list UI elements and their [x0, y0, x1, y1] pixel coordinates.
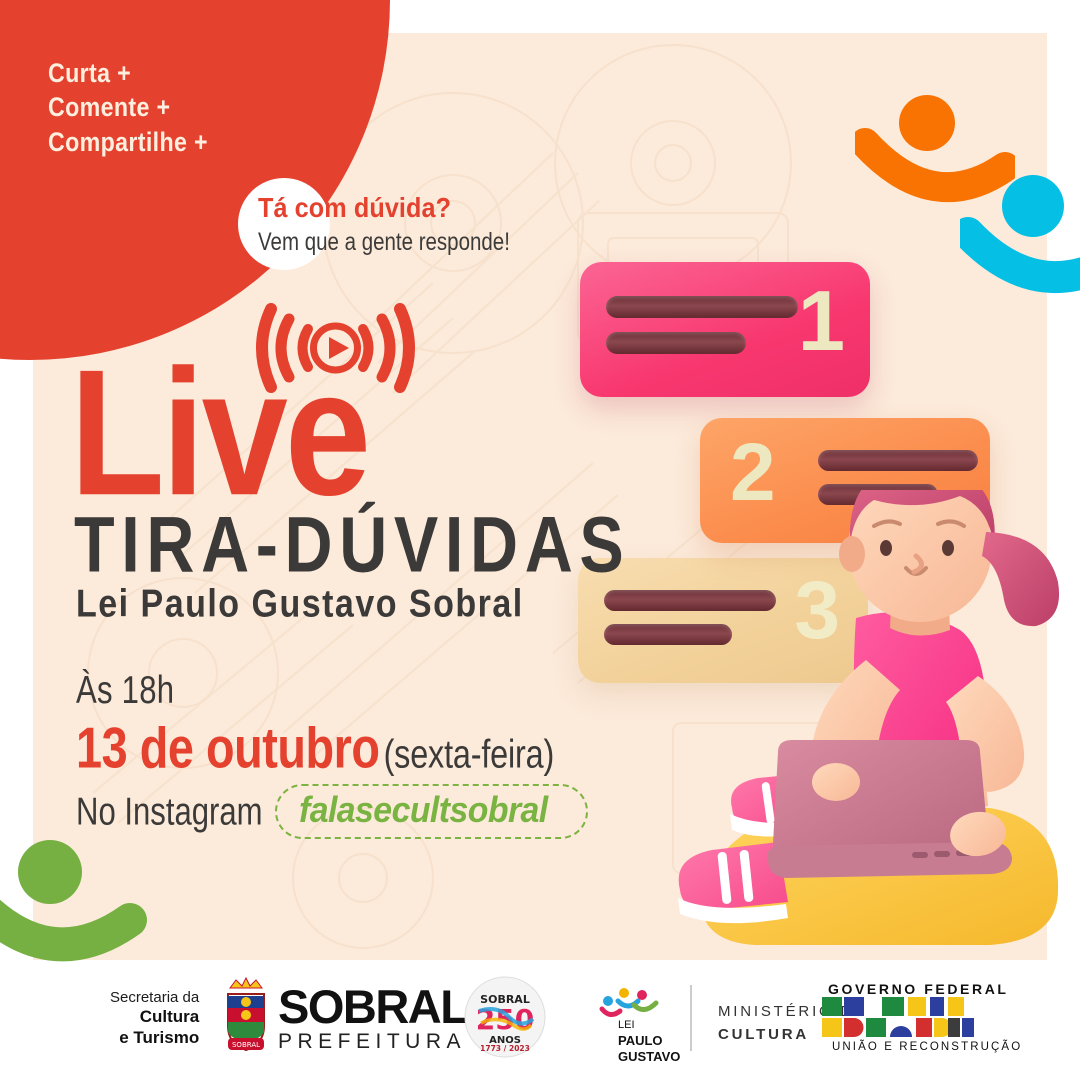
- bubble-text-bar: [606, 296, 798, 318]
- svg-text:SOBRAL: SOBRAL: [232, 1041, 260, 1049]
- governo-federal-label: GOVERNO FEDERAL: [828, 981, 1009, 997]
- page-title: Live: [70, 332, 371, 534]
- logo-lei-paulo-gustavo-mark: [599, 988, 659, 1017]
- footer-divider: [690, 985, 692, 1051]
- event-weekday: (sexta-feira): [383, 731, 555, 777]
- ministerio-line-2: CULTURA: [718, 1025, 809, 1043]
- event-time: Às 18h: [76, 668, 175, 712]
- event-details: Às 18h 13 de outubro (sexta-feira) No In…: [76, 668, 607, 839]
- platform-label: No Instagram: [76, 789, 263, 833]
- lpg-line-3: GUSTAVO: [618, 1049, 681, 1064]
- live-broadcast-icon: [256, 303, 415, 393]
- event-date-row: 13 de outubro (sexta-feira): [76, 716, 554, 782]
- instagram-handle-pill[interactable]: falasecultsobral: [275, 784, 588, 839]
- lpg-line-1: LEI: [618, 1019, 635, 1031]
- question-subline: Vem que a gente responde!: [258, 228, 510, 256]
- badge-line-compartilhe: Compartilhe +: [48, 126, 208, 157]
- person-head-icon: [18, 840, 82, 904]
- badge-line-curta: Curta +: [48, 58, 132, 88]
- logo-lei-paulo-gustavo-text: LEI PAULO GUSTAVO: [618, 1019, 680, 1065]
- anniversary-word: ANOS: [489, 1035, 521, 1046]
- bubble-number-1: 1: [797, 274, 845, 369]
- person-head-icon: [899, 95, 955, 151]
- person-body-icon: [960, 217, 1080, 294]
- logo-sobral-250-anos: SOBRAL 250 ANOS 1773 / 2023: [464, 976, 546, 1058]
- bubble-text-bar: [818, 450, 978, 471]
- event-date: 13 de outubro: [76, 717, 380, 781]
- secretaria-line-1: Secretaria da: [110, 989, 200, 1006]
- person-head-icon: [1002, 175, 1064, 237]
- bubble-number-2: 2: [730, 427, 776, 518]
- bubble-text-bar: [604, 590, 776, 611]
- instagram-handle: falasecultsobral: [299, 789, 548, 830]
- abstract-person-cyan: [960, 175, 1080, 310]
- logo-secretaria-cultura-turismo: Secretaria da Cultura e Turismo: [110, 989, 199, 1049]
- question-block: Tá com dúvida? Vem que a gente responde!: [258, 192, 565, 257]
- woman-with-laptop-3d: [678, 490, 1060, 945]
- speech-bubble-3: 3: [578, 558, 868, 683]
- secretaria-line-2: Cultura: [139, 1007, 200, 1027]
- bubble-text-bar: [604, 624, 732, 645]
- bubble-text-bar: [606, 332, 746, 354]
- speech-bubble-1: 1: [580, 262, 870, 397]
- logo-brasil-governo-federal: [822, 997, 974, 1037]
- anniversary-city: SOBRAL: [480, 993, 530, 1006]
- logo-sobral-prefeitura: SOBRAL PREFEITURA: [278, 980, 469, 1054]
- page-subtitle: TIRA-DÚVIDAS: [74, 501, 631, 589]
- person-body-icon: [0, 899, 147, 962]
- abstract-person-green: [0, 840, 165, 970]
- law-name: Lei Paulo Gustavo Sobral: [76, 582, 524, 626]
- footer-logos: Secretaria da Cultura e Turismo SOBRAL S…: [0, 963, 1080, 1080]
- event-platform-row: No Instagram falasecultsobral: [76, 784, 607, 839]
- sobral-coat-of-arms-icon: SOBRAL: [227, 976, 265, 1052]
- question-headline: Tá com dúvida?: [258, 192, 452, 223]
- bubble-number-3: 3: [794, 565, 840, 656]
- badge-line-comente: Comente +: [48, 92, 171, 123]
- prefeitura-sub: PREFEITURA: [278, 1030, 467, 1054]
- person-body-icon: [855, 128, 1015, 203]
- question-circle-backdrop: [238, 178, 330, 270]
- prefeitura-main: SOBRAL: [278, 980, 469, 1033]
- anniversary-years: 1773 / 2023: [480, 1044, 530, 1053]
- lpg-line-2: PAULO: [618, 1032, 663, 1048]
- abstract-person-orange: [855, 95, 1015, 215]
- governo-federal-slogan: UNIÃO E RECONSTRUÇÃO: [832, 1041, 1023, 1053]
- secretaria-line-3: e Turismo: [119, 1028, 200, 1048]
- engagement-badge: Curta + Comente + Compartilhe +: [48, 56, 208, 159]
